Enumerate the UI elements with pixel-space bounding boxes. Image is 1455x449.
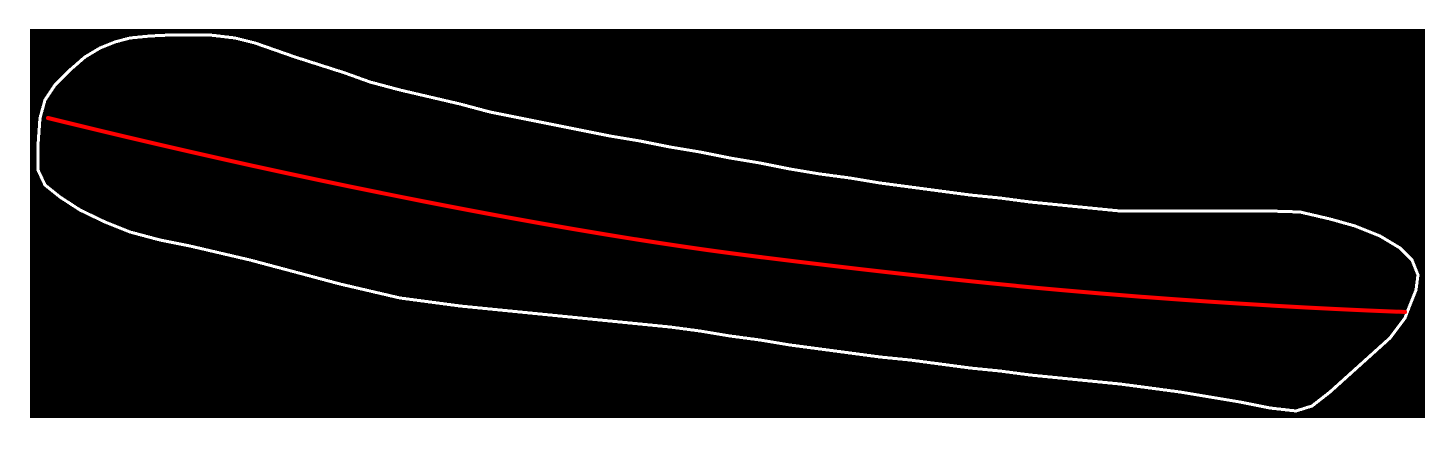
shape-outline-contour xyxy=(36,33,1420,413)
red-centerline-curve xyxy=(46,116,1407,314)
black-canvas-background xyxy=(30,29,1425,418)
